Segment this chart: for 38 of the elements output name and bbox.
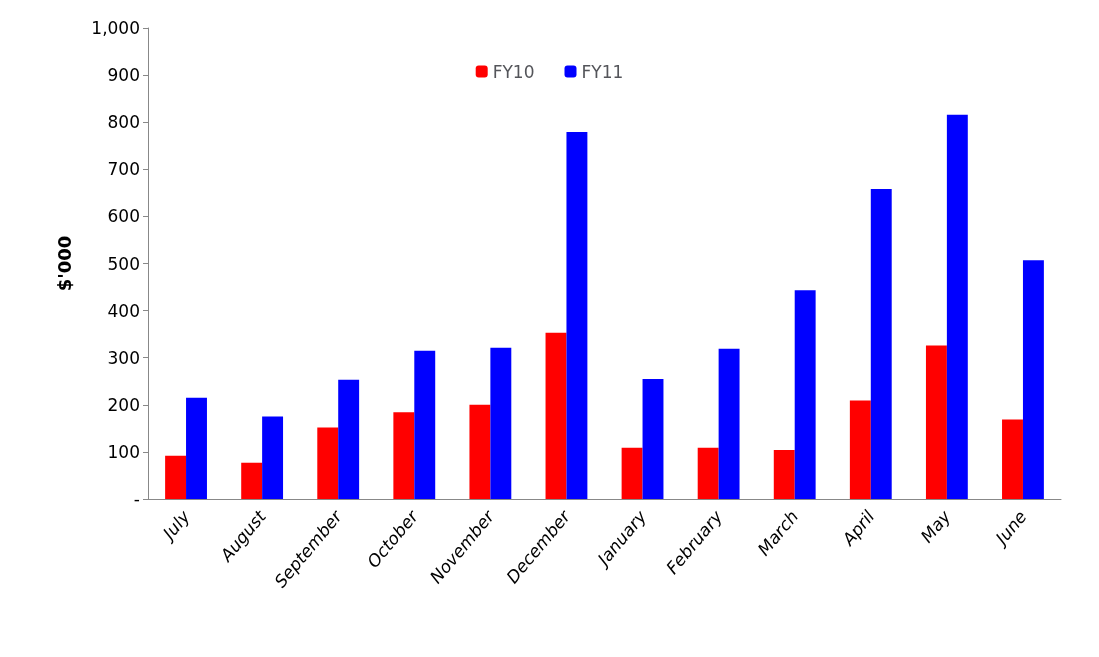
y-tick-label: 800	[107, 112, 140, 133]
bar	[697, 447, 719, 499]
legend-label: FY11	[581, 61, 624, 82]
bar	[317, 427, 339, 499]
bar	[165, 455, 187, 499]
bar	[469, 404, 491, 499]
y-tick-label: 500	[107, 253, 140, 274]
y-tick-label: 200	[107, 394, 140, 415]
bar	[621, 447, 643, 499]
bar	[642, 378, 664, 499]
y-tick-label: 400	[107, 300, 140, 321]
bar	[393, 412, 415, 499]
bar	[545, 332, 567, 499]
y-tick-label: 600	[107, 206, 140, 227]
y-tick-label: 100	[107, 441, 140, 462]
y-tick-label: 700	[107, 159, 140, 180]
bar	[186, 397, 207, 499]
bar	[794, 290, 816, 499]
y-tick-label: 300	[107, 347, 140, 368]
y-tick-label: 1,000	[91, 18, 140, 38]
bar	[1022, 260, 1044, 499]
bar	[773, 450, 795, 499]
bar	[946, 114, 968, 499]
y-tick-label: 900	[107, 65, 140, 86]
bar	[718, 348, 740, 499]
bar	[338, 379, 360, 499]
bar	[490, 347, 512, 499]
bar	[1002, 419, 1023, 499]
bar	[849, 400, 871, 499]
legend-label: FY10	[492, 61, 535, 82]
bar	[414, 350, 436, 499]
bar	[262, 416, 284, 499]
bar	[241, 462, 263, 499]
bar	[870, 189, 892, 499]
y-tick-label: -	[133, 489, 140, 509]
bar	[925, 345, 947, 499]
y-axis-title: $'000	[53, 235, 75, 292]
bar	[566, 132, 588, 499]
